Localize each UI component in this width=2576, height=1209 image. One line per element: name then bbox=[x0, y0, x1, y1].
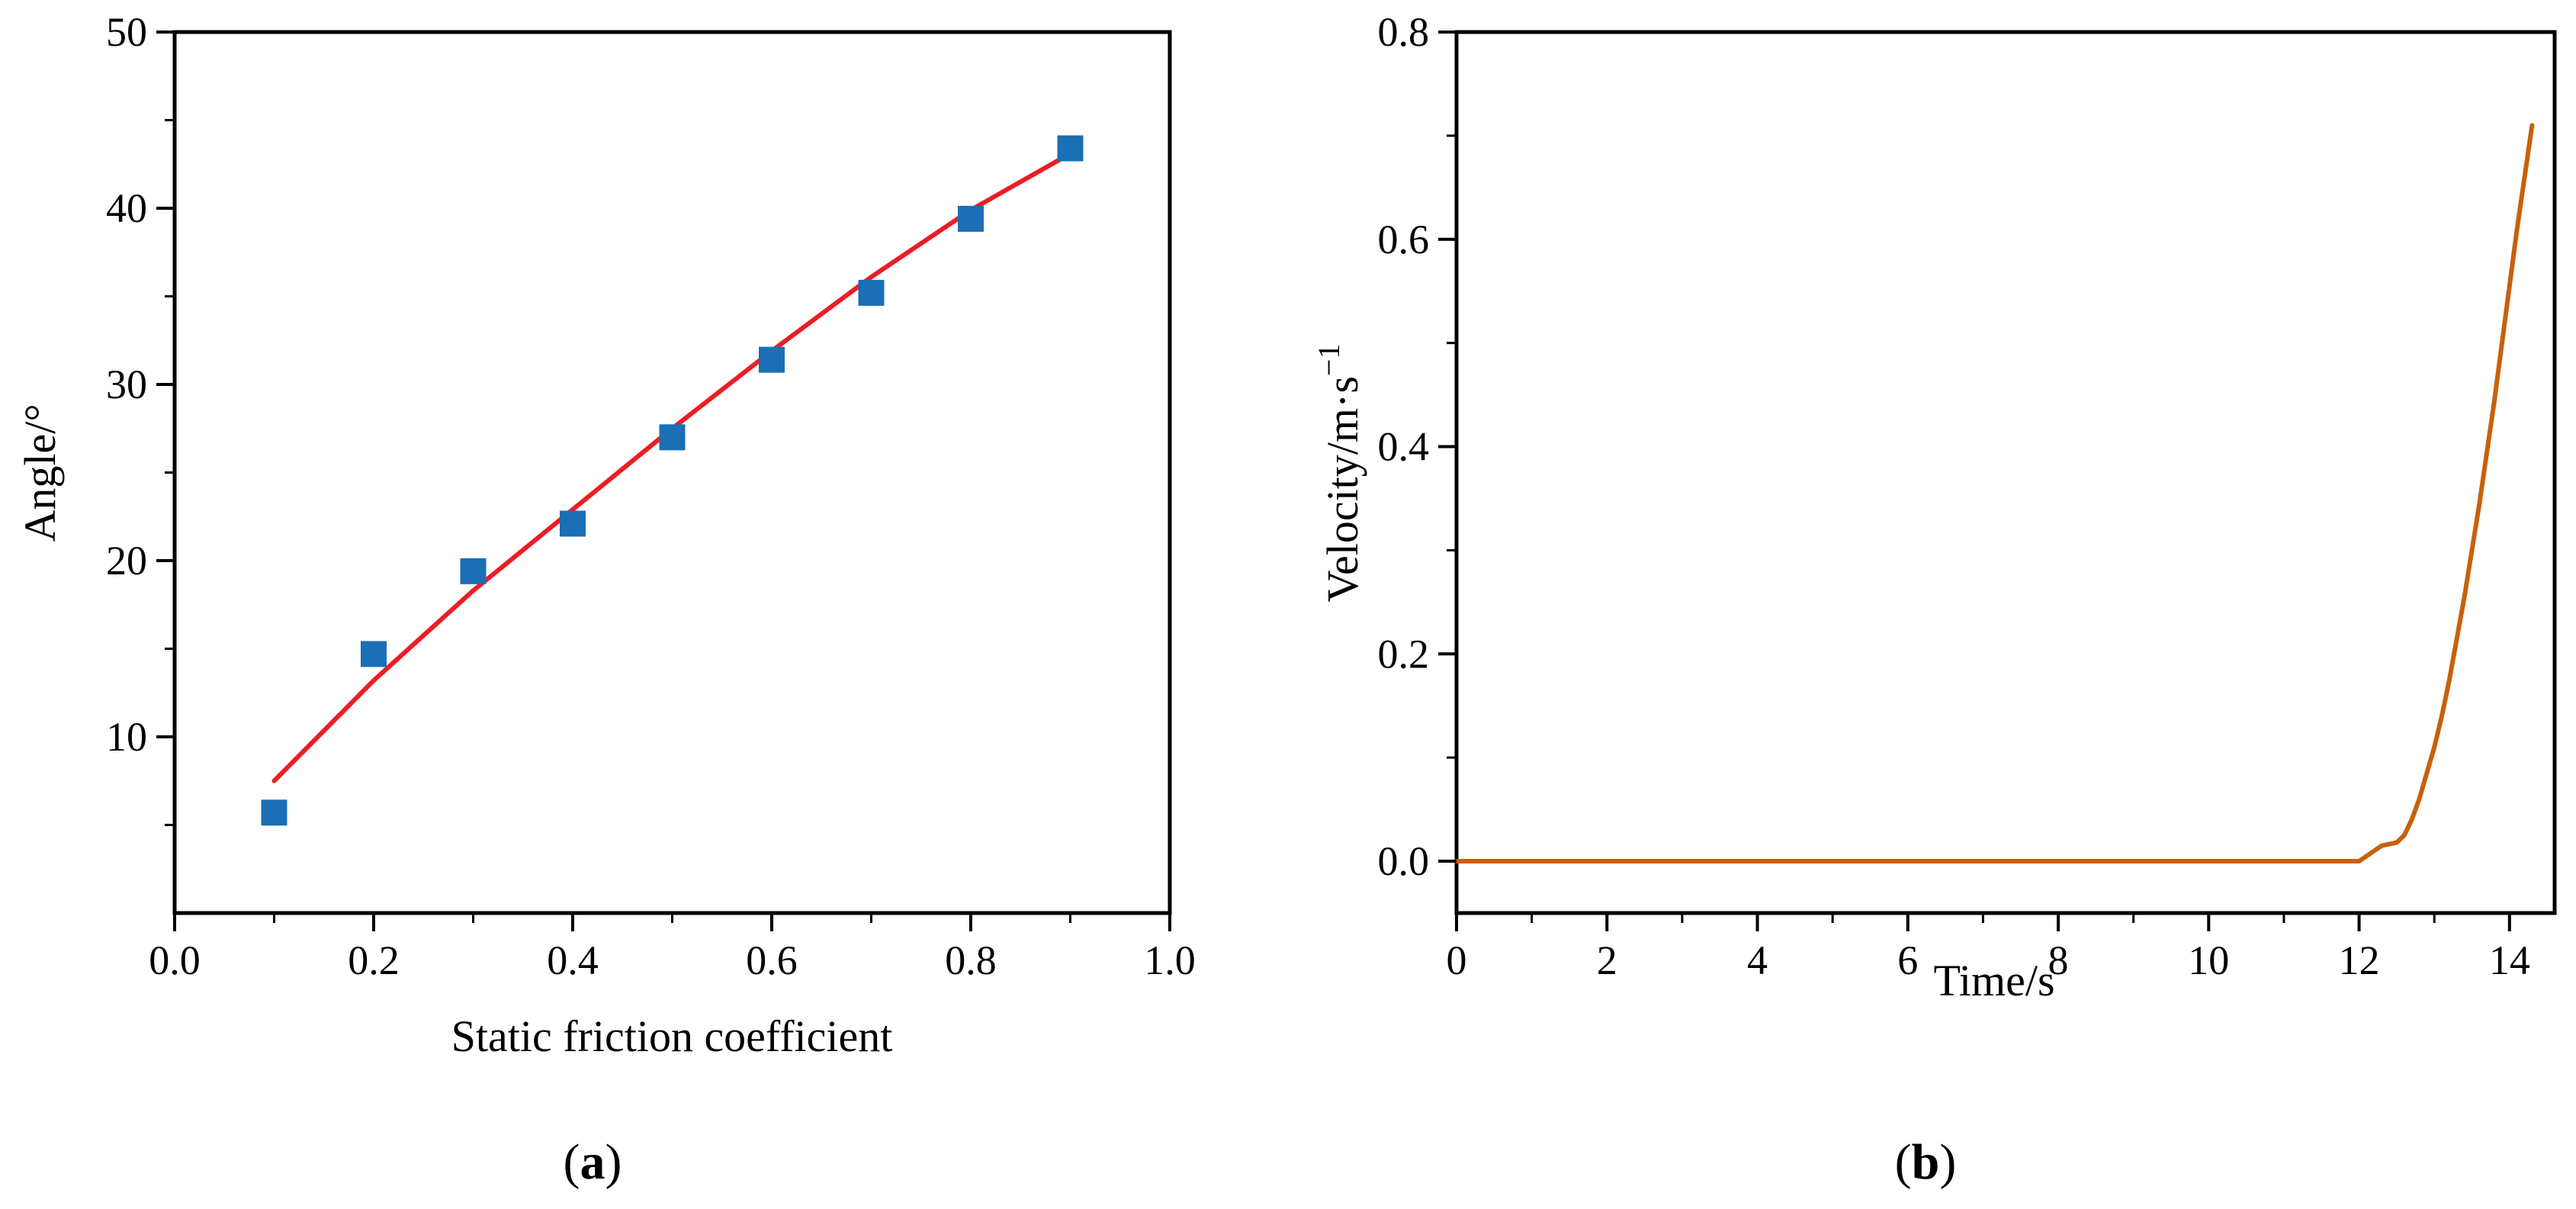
b-x-tick-label: 12 bbox=[2339, 937, 2380, 983]
a-series-measured-point bbox=[460, 558, 487, 584]
a-series-measured-point bbox=[560, 510, 586, 537]
panel-b-caption: (b) bbox=[1895, 1134, 1957, 1190]
panel-b-plot-frame bbox=[1454, 30, 2557, 915]
b-y-tick-label: 0.0 bbox=[1378, 838, 1430, 884]
a-y-tick-label: 40 bbox=[106, 185, 147, 231]
a-x-tick-label: 0.2 bbox=[348, 937, 400, 983]
a-series-measured-point bbox=[1057, 135, 1084, 162]
a-series-measured-point bbox=[958, 205, 984, 232]
panel-a-plot-frame bbox=[172, 30, 1172, 915]
panel-b-marks bbox=[1454, 123, 2535, 864]
a-x-tick-label: 0.6 bbox=[746, 937, 798, 983]
a-x-tick-label: 1.0 bbox=[1144, 937, 1196, 983]
a-y-tick-label: 50 bbox=[106, 9, 147, 55]
a-x-tick-label: 0.4 bbox=[547, 937, 599, 983]
panel-b-y-axis-title-wrap: Velocity/m·s−1 bbox=[1312, 344, 1367, 603]
b-x-tick-label: 2 bbox=[1597, 937, 1617, 983]
panel-a-marks bbox=[261, 135, 1084, 826]
panel-a-x-ticks: 0.0 0.2 0.4 0.6 0.8 1.0 bbox=[149, 913, 1196, 983]
panel-b-x-ticks: 0 2 4 6 8 10 12 14 bbox=[1447, 913, 2530, 983]
a-series-measured-point bbox=[659, 424, 686, 451]
panel-a-y-ticks: 10 20 30 40 50 bbox=[106, 9, 175, 826]
b-y-tick-label: 0.4 bbox=[1378, 424, 1430, 470]
a-series-measured-point bbox=[261, 799, 287, 826]
panel-b-y-ticks: 0.0 0.2 0.4 0.6 0.8 bbox=[1378, 9, 1457, 884]
b-series-velocity-line bbox=[1454, 123, 2535, 864]
b-x-tick-label: 6 bbox=[1897, 937, 1918, 983]
a-y-tick-label: 20 bbox=[106, 538, 147, 584]
a-x-tick-label: 0.0 bbox=[149, 937, 201, 983]
a-series-fit-line bbox=[271, 151, 1073, 783]
b-x-tick-label: 4 bbox=[1747, 937, 1768, 983]
b-x-tick-label: 8 bbox=[2048, 937, 2069, 983]
a-series-measured-point bbox=[858, 279, 885, 306]
a-series-measured-point bbox=[759, 346, 785, 373]
panel-b-y-axis-title: Velocity/m·s bbox=[1318, 376, 1367, 602]
b-x-tick-label: 10 bbox=[2188, 937, 2229, 983]
panel-a-caption: (a) bbox=[564, 1134, 622, 1190]
panel-b: 0 2 4 6 8 10 12 14 0.0 0.2 0.4 0.6 0.8 Time/s Veloc… bbox=[1312, 9, 2557, 1190]
b-x-tick-label: 0 bbox=[1447, 937, 1467, 983]
b-y-tick-label: 0.2 bbox=[1378, 631, 1430, 677]
panel-a-y-axis-title: Angle/° bbox=[15, 404, 65, 542]
a-series-measured-point bbox=[361, 641, 387, 667]
b-x-tick-label: 14 bbox=[2489, 937, 2530, 983]
a-y-tick-label: 10 bbox=[106, 714, 147, 760]
panel-a: 0.0 0.2 0.4 0.6 0.8 1.0 10 20 30 40 50 Static fri… bbox=[15, 9, 1196, 1190]
a-y-tick-label: 30 bbox=[106, 362, 147, 407]
a-x-tick-label: 0.8 bbox=[945, 937, 997, 983]
panel-b-x-axis-title: Time/s bbox=[1933, 956, 2054, 1005]
b-y-tick-label: 0.6 bbox=[1378, 217, 1430, 262]
panel-a-x-axis-title: Static friction coefficient bbox=[451, 1011, 893, 1061]
panel-b-y-axis-title-exponent: −1 bbox=[1312, 344, 1346, 377]
b-y-tick-label: 0.8 bbox=[1378, 9, 1430, 55]
